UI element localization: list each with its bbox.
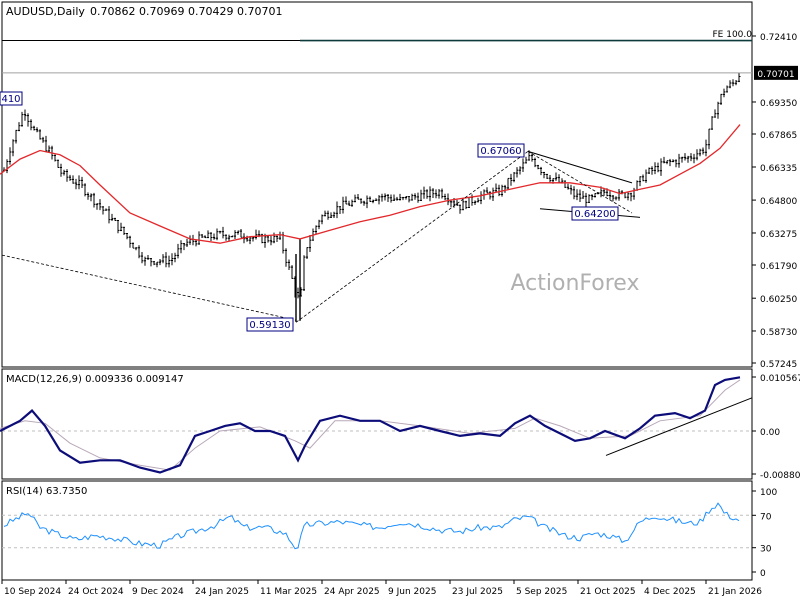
dashed-trendline-lower [1, 254, 297, 321]
watermark: ActionForex [511, 271, 640, 296]
fe-label: FE 100.0 [713, 30, 753, 40]
macd-tick-label: 0.00 [760, 428, 780, 438]
price-annotations: 410 0.67060 0.64200 0.59130 [0, 91, 641, 332]
rsi-panel-frame [1, 480, 753, 581]
macd-label: MACD(12,26,9) 0.009336 0.009147 [6, 374, 184, 385]
price-tick-label: 0.61790 [760, 262, 797, 272]
price-tick-label: 0.72410 [760, 33, 797, 43]
rsi-tick-label: 30 [760, 545, 772, 555]
price-panel-frame [1, 1, 753, 368]
price-axis: 0.72410 0.69350 0.67865 0.66335 0.64800 0.632… [752, 33, 798, 370]
dashed-trendline-rise [295, 151, 529, 323]
rsi-line [3, 502, 740, 550]
price-candles [3, 73, 741, 322]
last-price-box [754, 65, 798, 80]
x-tick-label: 10 Sep 2024 [4, 587, 61, 597]
macd-panel-frame [1, 368, 753, 480]
rsi-tick-label: 0 [760, 569, 766, 579]
price-tick-label: 0.66335 [760, 164, 797, 174]
x-tick-label: 24 Oct 2024 [68, 587, 124, 597]
x-tick-label: 24 Apr 2025 [324, 587, 380, 597]
annotation-box [246, 317, 294, 332]
last-price-label: 0.70701 [757, 70, 794, 80]
annotation-box [571, 206, 619, 221]
price-tick-label: 0.64800 [760, 197, 797, 207]
price-tick-label: 0.58730 [760, 328, 797, 338]
macd-trendline [605, 397, 753, 456]
price-tick-label: 0.57245 [760, 360, 797, 370]
x-tick-label: 4 Dec 2025 [644, 587, 696, 597]
annotation-label: 0.67060 [480, 146, 521, 157]
macd-layer: 0.010567 0.00 -0.008808 [0, 374, 800, 481]
wedge-upper-line [527, 150, 633, 184]
x-tick-label: 11 Mar 2025 [260, 587, 317, 597]
annotation-label: 0.64200 [574, 209, 615, 220]
price-moving-average [0, 124, 741, 244]
price-tick-label: 0.69350 [760, 99, 797, 109]
rsi-tick-label: 70 [760, 512, 772, 522]
x-tick-label: 23 Jul 2025 [452, 587, 503, 597]
x-tick-label: 9 Dec 2024 [132, 587, 184, 597]
rsi-layer: 100 70 30 0 [2, 488, 777, 579]
x-axis-layer: 10 Sep 2024 24 Oct 2024 9 Dec 2024 24 Jan 2… [1, 580, 762, 597]
annotation-box [0, 91, 23, 106]
x-tick-label: 24 Jan 2025 [195, 587, 249, 597]
x-tick-label: 21 Jan 2026 [708, 587, 762, 597]
rsi-tick-label: 100 [760, 488, 777, 498]
price-tick-label: 0.60250 [760, 295, 797, 305]
x-tick-label: 9 Jun 2025 [388, 587, 436, 597]
ohlc-label: 0.70862 0.70969 0.70429 0.70701 [90, 5, 282, 18]
price-tick-label: 0.67865 [760, 131, 797, 141]
price-grid [2, 39, 752, 74]
symbol-label: AUDUSD,Daily [6, 5, 85, 18]
annotation-label: 410 [1, 94, 20, 105]
macd-main-line [0, 376, 741, 474]
annotation-label: 0.59130 [249, 320, 290, 331]
macd-tick-label: 0.010567 [760, 374, 800, 384]
macd-tick-label: -0.008808 [760, 471, 800, 481]
moving-average-line [0, 124, 741, 244]
annotation-box [477, 143, 525, 158]
dashed-trendline-drop [527, 151, 633, 214]
price-tick-label: 0.63275 [760, 230, 797, 240]
rsi-label: RSI(14) 63.7350 [6, 486, 87, 497]
x-tick-label: 21 Oct 2025 [580, 587, 636, 597]
x-tick-label: 5 Sep 2025 [516, 587, 567, 597]
